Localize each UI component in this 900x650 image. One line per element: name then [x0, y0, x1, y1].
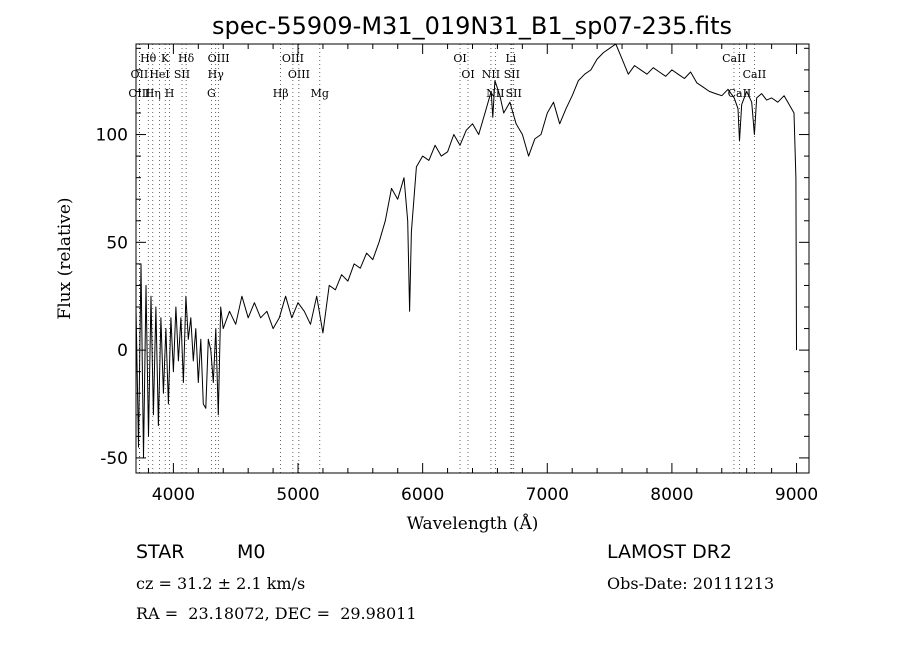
- line-marker-label: SII: [504, 68, 520, 81]
- y-axis-label: Flux (relative): [55, 197, 75, 319]
- line-marker-label: HeI: [149, 68, 169, 81]
- line-marker-label: Hβ: [273, 87, 289, 100]
- line-marker-label: OI: [453, 52, 466, 65]
- line-marker-label: H: [165, 87, 175, 100]
- y-tick-label: 0: [117, 341, 128, 361]
- spectrum-series: [135, 43, 797, 459]
- y-tick-label: 100: [96, 126, 128, 146]
- plot-frame: [135, 43, 810, 474]
- line-marker-label: K: [161, 52, 170, 65]
- line-marker-label: OIII: [208, 52, 230, 65]
- line-marker-label: SII: [174, 68, 190, 81]
- line-marker-label: OIII: [288, 68, 310, 81]
- spectrum-line: [135, 43, 797, 459]
- line-marker-label: Hθ: [140, 52, 157, 65]
- line-marker-label: OII: [131, 68, 149, 81]
- line-marker-label: Hδ: [178, 52, 195, 65]
- line-marker-label: Li: [505, 52, 516, 65]
- x-axis-label: Wavelength (Å): [407, 513, 539, 534]
- line-marker-label: Hγ: [208, 68, 225, 81]
- redshift-cz: cz = 31.2 ± 2.1 km/s: [136, 574, 306, 593]
- axis-ticks: 4000 5000 6000 7000 8000 9000 -50 0 50 100: [96, 44, 818, 505]
- star-class: STAR: [136, 541, 185, 563]
- x-tick-label: 5000: [276, 485, 319, 505]
- star-subclass: M0: [237, 541, 266, 563]
- line-marker-label: G: [207, 87, 216, 100]
- x-tick-label: 4000: [152, 485, 195, 505]
- x-tick-label: 6000: [401, 485, 444, 505]
- line-marker-label: CaII: [722, 52, 746, 65]
- line-marker-label: Hη: [145, 87, 161, 100]
- line-marker-label: CaII: [743, 68, 767, 81]
- obs-date: Obs-Date: 20111213: [607, 574, 775, 593]
- line-marker-label: OIII: [282, 52, 304, 65]
- line-marker-label: OI: [461, 68, 474, 81]
- line-marker-label: SII: [506, 87, 522, 100]
- x-tick-label: 9000: [775, 485, 818, 505]
- coordinates: RA = 23.18072, DEC = 29.98011: [136, 604, 417, 623]
- y-tick-label: -50: [100, 449, 128, 469]
- line-marker-label: NII: [482, 68, 500, 81]
- chart-title: spec-55909-M31_019N31_B1_sp07-235.fits: [212, 12, 732, 40]
- survey-name: LAMOST DR2: [607, 541, 732, 563]
- x-tick-label: 8000: [650, 485, 693, 505]
- x-tick-label: 7000: [526, 485, 569, 505]
- y-tick-label: 50: [106, 233, 128, 253]
- line-marker-label: Mg: [311, 87, 329, 100]
- line-marker-label: OIII: [128, 87, 150, 100]
